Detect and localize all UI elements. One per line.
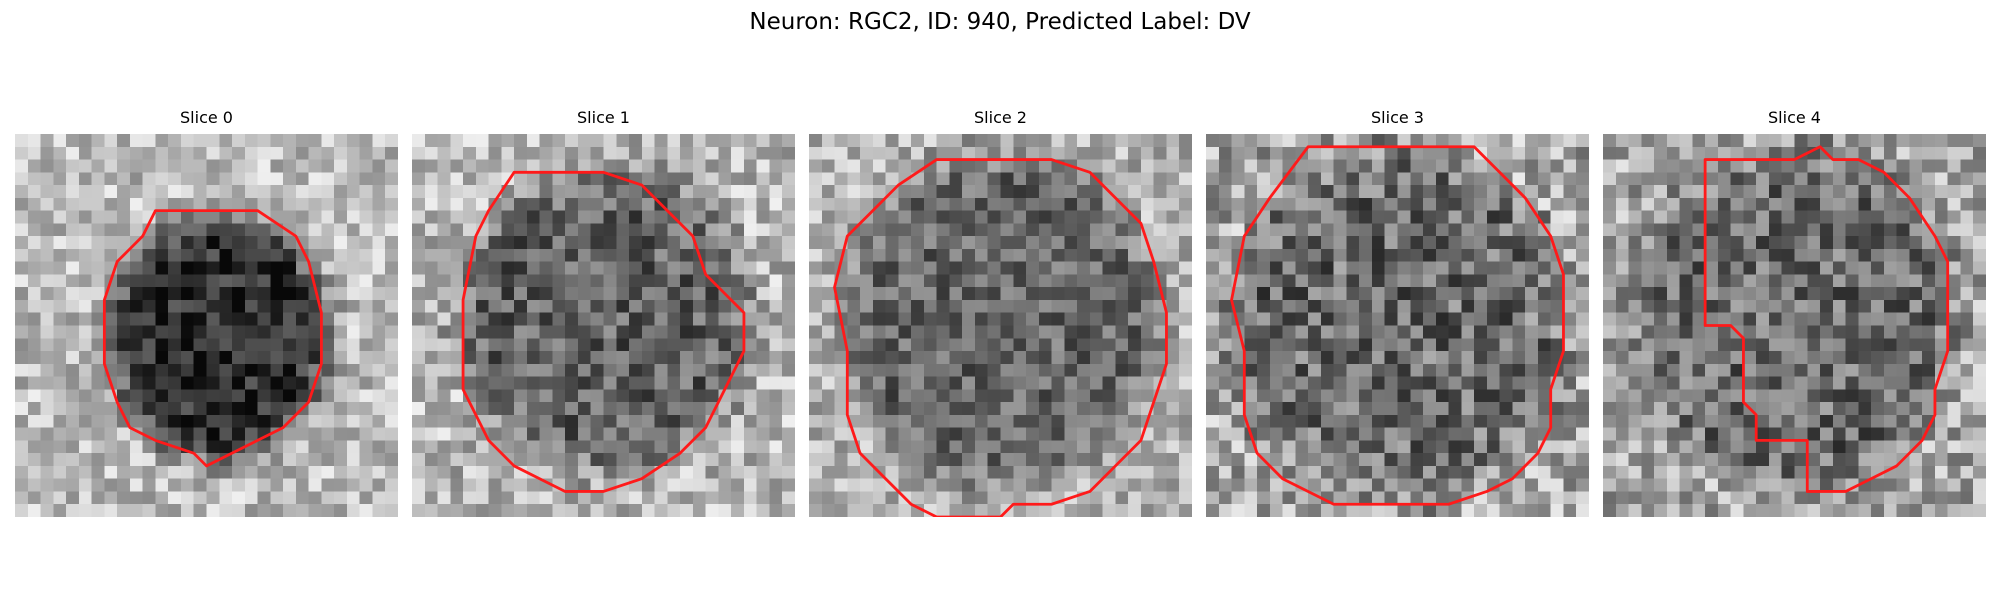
slice-image (1603, 134, 1986, 517)
slice-panel-1: Slice 1 (412, 108, 795, 517)
slice-title: Slice 1 (577, 108, 630, 127)
slice-panel-0: Slice 0 (15, 108, 398, 517)
segmentation-contour (102, 209, 323, 468)
figure-title: Neuron: RGC2, ID: 940, Predicted Label: … (749, 9, 1251, 35)
segmentation-contour (1230, 145, 1565, 506)
segmentation-contour (833, 158, 1168, 517)
segmentation-contour (461, 170, 746, 493)
slice-panel-3: Slice 3 (1206, 108, 1589, 517)
slice-title: Slice 3 (1371, 108, 1424, 127)
slice-image (15, 134, 398, 517)
slice-image (412, 134, 795, 517)
slice-panel-4: Slice 4 (1603, 108, 1986, 517)
slice-title: Slice 2 (974, 108, 1027, 127)
slice-title: Slice 0 (180, 108, 233, 127)
slice-title: Slice 4 (1768, 108, 1821, 127)
slice-image (809, 134, 1192, 517)
segmentation-contour (1703, 145, 1950, 493)
slice-image (1206, 134, 1589, 517)
slice-panel-2: Slice 2 (809, 108, 1192, 517)
